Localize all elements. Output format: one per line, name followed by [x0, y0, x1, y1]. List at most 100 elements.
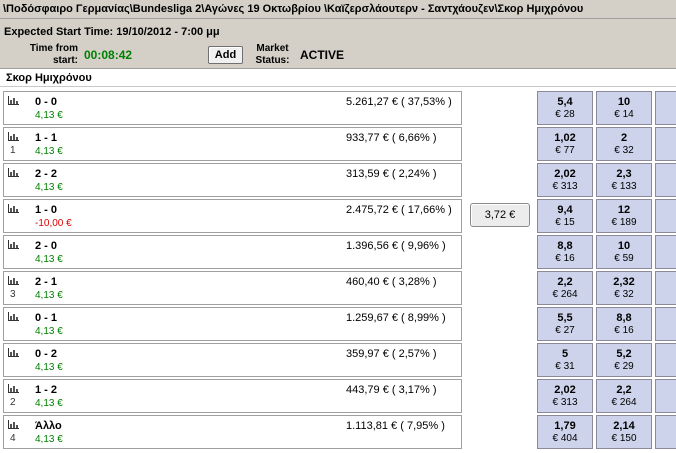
price-cell-partial[interactable] [655, 163, 676, 197]
price-value: 5 [561, 348, 569, 360]
lay-price-cell[interactable]: 8,8 € 16 [596, 307, 652, 341]
runner-row[interactable]: 1 1 - 1 4,13 € 933,77 € ( 6,66% ) [3, 127, 462, 161]
bar-chart-icon[interactable] [8, 420, 19, 429]
time-from-start-timer: 00:08:42 [84, 48, 133, 62]
runner-profit-loss: -10,00 € [35, 218, 72, 229]
price-value: 9,4 [557, 204, 573, 216]
bar-chart-icon[interactable] [8, 276, 19, 285]
add-button[interactable]: Add [208, 46, 243, 64]
price-ladder: 5,4 € 28 10 € 14 1,02 € 77 2 € 32 2,02 € 313 2,3 € … [537, 91, 676, 453]
runner-row[interactable]: 2 1 - 2 4,13 € 443,79 € ( 3,17% ) [3, 379, 462, 413]
runner-row[interactable]: 1 - 0 -10,00 € 2.475,72 € ( 17,66% ) [3, 199, 462, 233]
runner-name: 2 - 1 [35, 276, 58, 288]
back-price-cell[interactable]: 9,4 € 15 [537, 199, 593, 233]
price-cell-partial[interactable] [655, 127, 676, 161]
lay-price-cell[interactable]: 2,3 € 133 [596, 163, 652, 197]
price-size: € 404 [552, 433, 578, 444]
runner-profit-loss: 4,13 € [35, 398, 63, 409]
back-price-cell[interactable]: 5,4 € 28 [537, 91, 593, 125]
price-cell-partial[interactable] [655, 235, 676, 269]
price-size: € 16 [614, 325, 634, 336]
lay-price-cell[interactable]: 2 € 32 [596, 127, 652, 161]
price-value: 10 [617, 96, 631, 108]
lay-price-cell[interactable]: 2,2 € 264 [596, 379, 652, 413]
runner-position: 2 [10, 397, 16, 408]
bar-chart-icon[interactable] [8, 168, 19, 177]
price-value: 2,14 [613, 420, 635, 432]
price-cell-partial[interactable] [655, 307, 676, 341]
runner-matched-amount: 1.396,56 € ( 9,96% ) [346, 240, 446, 252]
price-value: 5,5 [557, 312, 573, 324]
expected-start-time: Expected Start Time: 19/10/2012 - 7:00 μ… [4, 26, 220, 38]
price-size: € 27 [555, 325, 575, 336]
price-value: 2,02 [554, 168, 576, 180]
back-price-cell[interactable]: 1,79 € 404 [537, 415, 593, 449]
lay-price-cell[interactable]: 10 € 59 [596, 235, 652, 269]
price-size: € 59 [614, 253, 634, 264]
market-status-label: Market Status: [255, 43, 290, 66]
price-size: € 28 [555, 109, 575, 120]
runner-row[interactable]: 2 - 0 4,13 € 1.396,56 € ( 9,96% ) [3, 235, 462, 269]
runner-row[interactable]: 0 - 1 4,13 € 1.259,67 € ( 8,99% ) [3, 307, 462, 341]
price-cell-partial[interactable] [655, 379, 676, 413]
runner-profit-loss: 4,13 € [35, 254, 63, 265]
runner-matched-amount: 359,97 € ( 2,57% ) [346, 348, 437, 360]
runner-row[interactable]: 0 - 0 4,13 € 5.261,27 € ( 37,53% ) [3, 91, 462, 125]
runner-row[interactable]: 0 - 2 4,13 € 359,97 € ( 2,57% ) [3, 343, 462, 377]
bar-chart-icon[interactable] [8, 240, 19, 249]
back-price-cell[interactable]: 2,02 € 313 [537, 379, 593, 413]
bar-chart-icon[interactable] [8, 348, 19, 357]
lay-price-cell[interactable]: 5,2 € 29 [596, 343, 652, 377]
back-price-cell[interactable]: 5 € 31 [537, 343, 593, 377]
price-value: 2,2 [557, 276, 573, 288]
runner-matched-amount: 313,59 € ( 2,24% ) [346, 168, 437, 180]
runner-position: 1 [10, 145, 16, 156]
price-cell-partial[interactable] [655, 199, 676, 233]
back-price-cell[interactable]: 1,02 € 77 [537, 127, 593, 161]
price-value: 8,8 [616, 312, 632, 324]
price-value: 1,79 [554, 420, 576, 432]
lay-price-cell[interactable]: 10 € 14 [596, 91, 652, 125]
back-price-cell[interactable]: 5,5 € 27 [537, 307, 593, 341]
market-path-title: \Ποδόσφαιρο Γερμανίας\Bundesliga 2\Αγώνε… [0, 0, 676, 19]
price-value: 10 [617, 240, 631, 252]
runner-position: 3 [10, 289, 16, 300]
lay-price-cell[interactable]: 2,14 € 150 [596, 415, 652, 449]
price-cell-partial[interactable] [655, 271, 676, 305]
price-size: € 313 [552, 181, 578, 192]
runner-name: 1 - 2 [35, 384, 58, 396]
runner-name: 1 - 0 [35, 204, 58, 216]
runner-name: 2 - 0 [35, 240, 58, 252]
runner-matched-amount: 443,79 € ( 3,17% ) [346, 384, 437, 396]
market-info-bar: Expected Start Time: 19/10/2012 - 7:00 μ… [0, 19, 676, 69]
runner-profit-loss: 4,13 € [35, 182, 63, 193]
price-cell-partial[interactable] [655, 415, 676, 449]
runner-row[interactable]: 4 Άλλο 4,13 € 1.113,81 € ( 7,95% ) [3, 415, 462, 449]
profit-button[interactable]: 3,72 € [470, 203, 530, 227]
runner-row[interactable]: 2 - 2 4,13 € 313,59 € ( 2,24% ) [3, 163, 462, 197]
back-price-cell[interactable]: 8,8 € 16 [537, 235, 593, 269]
runner-name: 0 - 0 [35, 96, 58, 108]
back-price-cell[interactable]: 2,02 € 313 [537, 163, 593, 197]
bar-chart-icon[interactable] [8, 204, 19, 213]
market-status-value: ACTIVE [300, 48, 345, 62]
lay-price-cell[interactable]: 2,32 € 32 [596, 271, 652, 305]
runner-profit-loss: 4,13 € [35, 146, 63, 157]
bar-chart-icon[interactable] [8, 132, 19, 141]
price-size: € 189 [611, 217, 637, 228]
runner-name: 0 - 2 [35, 348, 58, 360]
bar-chart-icon[interactable] [8, 312, 19, 321]
runner-row[interactable]: 3 2 - 1 4,13 € 460,40 € ( 3,28% ) [3, 271, 462, 305]
runner-matched-amount: 5.261,27 € ( 37,53% ) [346, 96, 452, 108]
bar-chart-icon[interactable] [8, 96, 19, 105]
back-price-cell[interactable]: 2,2 € 264 [537, 271, 593, 305]
price-value: 2,32 [613, 276, 635, 288]
price-cell-partial[interactable] [655, 343, 676, 377]
bar-chart-icon[interactable] [8, 384, 19, 393]
price-size: € 32 [614, 145, 634, 156]
price-size: € 14 [614, 109, 634, 120]
runner-matched-amount: 933,77 € ( 6,66% ) [346, 132, 437, 144]
lay-price-cell[interactable]: 12 € 189 [596, 199, 652, 233]
runner-matched-amount: 1.259,67 € ( 8,99% ) [346, 312, 446, 324]
price-cell-partial[interactable] [655, 91, 676, 125]
